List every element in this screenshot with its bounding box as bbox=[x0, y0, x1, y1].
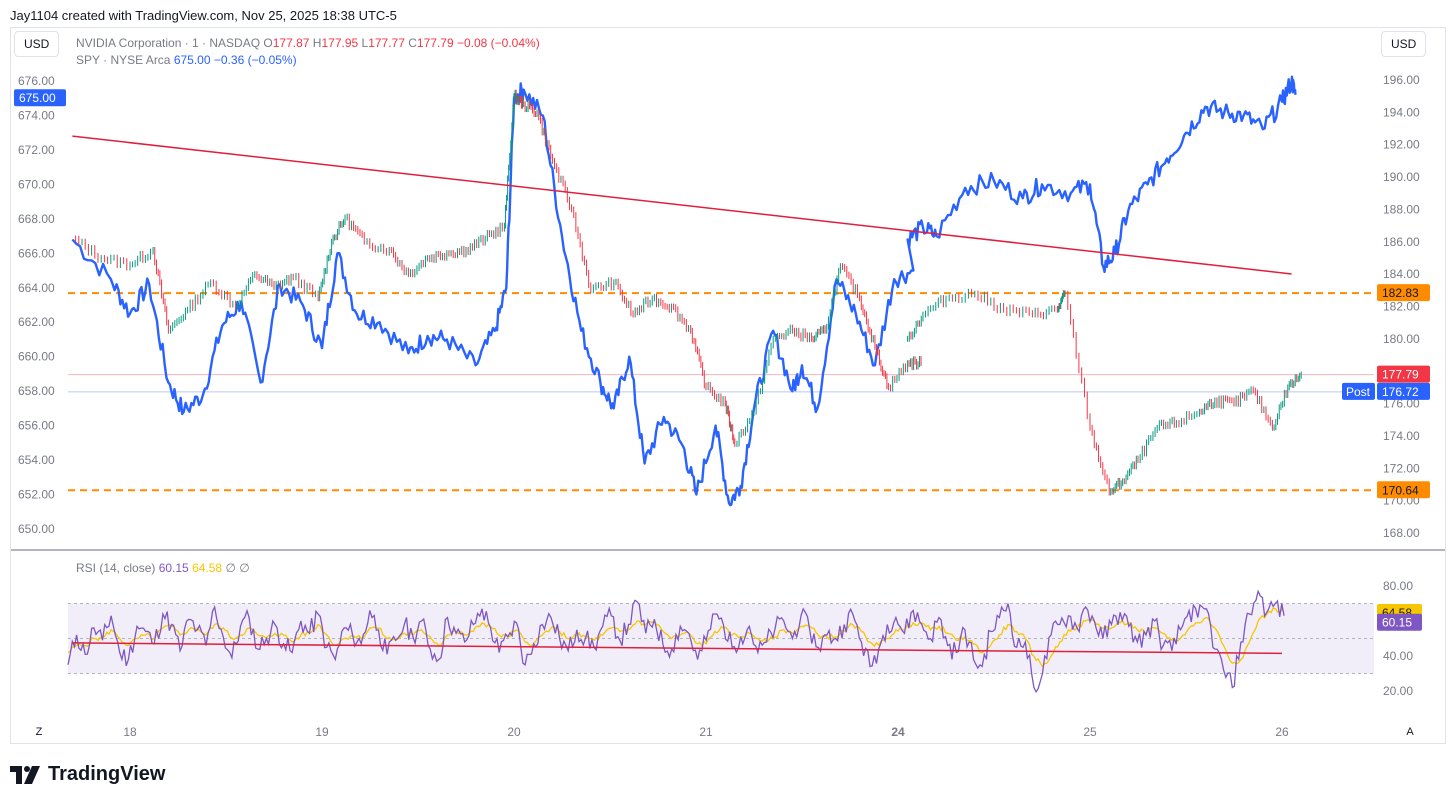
brand-name: TradingView bbox=[48, 763, 166, 785]
left-axis-tick: 672.00 bbox=[18, 143, 55, 157]
nvda-high-label: H bbox=[312, 36, 322, 50]
auto-scale-button[interactable]: A bbox=[1406, 726, 1414, 738]
left-axis-tick: 654.00 bbox=[18, 453, 55, 467]
level-tag-1: 170.64 bbox=[1382, 483, 1419, 497]
x-axis-tick: 20 bbox=[507, 725, 521, 739]
x-axis-tick: 18 bbox=[123, 725, 137, 739]
rsi-tag: 60.15 bbox=[1382, 616, 1412, 630]
spy-change: −0.36 (−0.05%) bbox=[213, 53, 297, 67]
spy-symbol-name: SPY · NYSE Arca bbox=[76, 53, 171, 67]
right-axis-tick: 188.00 bbox=[1383, 202, 1420, 216]
rsi-value: 60.15 bbox=[158, 561, 189, 575]
right-axis-tick: 190.00 bbox=[1383, 170, 1420, 184]
left-axis-tick: 664.00 bbox=[18, 281, 55, 295]
nvda-last-tag-bg bbox=[1377, 365, 1430, 383]
nvda-low-value: 177.77 bbox=[368, 36, 405, 50]
right-axis-tick: 192.00 bbox=[1383, 138, 1420, 152]
level-tag-0: 182.83 bbox=[1382, 286, 1419, 300]
rsi-trendline bbox=[72, 642, 1283, 655]
right-axis-tick: 174.00 bbox=[1383, 429, 1420, 443]
nvda-symbol-name: NVIDIA Corporation · 1 · NASDAQ bbox=[76, 36, 261, 50]
left-axis-tick: 676.00 bbox=[18, 74, 55, 88]
nvda-post-tag-bg bbox=[1377, 382, 1430, 400]
level-tag-0-bg bbox=[1377, 284, 1430, 302]
rsi-legend[interactable]: RSI (14, close) 60.15 64.58 ∅ ∅ bbox=[76, 561, 250, 575]
x-axis-tick: 19 bbox=[315, 725, 329, 739]
right-axis-tick: 180.00 bbox=[1383, 332, 1420, 346]
attribution: Jay1104 created with TradingView.com, No… bbox=[10, 8, 397, 23]
right-axis-tick: 182.00 bbox=[1383, 300, 1420, 314]
chart-frame bbox=[10, 27, 1446, 744]
right-axis-tick: 184.00 bbox=[1383, 267, 1420, 281]
left-axis-tick: 668.00 bbox=[18, 212, 55, 226]
right-axis-tick: 176.00 bbox=[1383, 397, 1420, 411]
spy-legend[interactable]: SPY · NYSE Arca 675.00 −0.36 (−0.05%) bbox=[76, 53, 297, 67]
left-currency-button[interactable]: USD bbox=[14, 31, 60, 57]
rsi-axis-tick: 80.00 bbox=[1383, 579, 1413, 593]
right-axis-tick: 186.00 bbox=[1383, 235, 1420, 249]
left-axis-tick: 662.00 bbox=[18, 315, 55, 329]
nvda-legend[interactable]: NVIDIA Corporation · 1 · NASDAQ O177.87 … bbox=[76, 36, 540, 50]
left-axis-tick: 652.00 bbox=[18, 488, 55, 502]
right-axis-tick: 194.00 bbox=[1383, 105, 1420, 119]
nvda-high-value: 177.95 bbox=[321, 36, 359, 50]
z-button[interactable]: Z bbox=[36, 726, 43, 738]
tradingview-logo-icon bbox=[10, 765, 40, 784]
nvda-post-tag: 176.72 bbox=[1382, 385, 1419, 399]
level-tag-1-bg bbox=[1377, 481, 1430, 499]
right-axis-tick: 172.00 bbox=[1383, 461, 1420, 475]
post-badge-bg bbox=[1342, 382, 1375, 400]
nvda-close-label: C bbox=[408, 36, 417, 50]
rsi-axis-tick: 40.00 bbox=[1383, 649, 1413, 663]
left-axis-tick: 674.00 bbox=[18, 108, 55, 122]
spy-line bbox=[71, 75, 1297, 507]
nvda-low-label: L bbox=[361, 36, 369, 50]
rsi-tag-bg bbox=[1377, 613, 1422, 631]
x-axis-tick: 21 bbox=[699, 725, 713, 739]
nvda-open-value: 177.87 bbox=[272, 36, 310, 50]
post-badge: Post bbox=[1346, 385, 1371, 399]
left-axis-tick: 656.00 bbox=[18, 419, 55, 433]
spy-price-tag-bg bbox=[14, 89, 66, 107]
rsi-indicator-name: RSI (14, close) bbox=[76, 561, 156, 575]
spy-price: 675.00 bbox=[173, 53, 211, 67]
right-currency-button[interactable]: USD bbox=[1381, 31, 1427, 57]
left-axis-tick: 670.00 bbox=[18, 177, 55, 191]
main-pane bbox=[68, 75, 1374, 507]
rsi-pane bbox=[67, 589, 1374, 694]
nvda-last-tag: 177.79 bbox=[1382, 368, 1419, 382]
left-axis-tick: 650.00 bbox=[18, 522, 55, 536]
x-axis-tick: 25 bbox=[1083, 725, 1097, 739]
rsi-axis-tick: 20.00 bbox=[1383, 684, 1413, 698]
nvda-close-value: 177.79 bbox=[416, 36, 454, 50]
main-trendline bbox=[72, 135, 1292, 275]
x-axis-tick: 24 bbox=[891, 725, 905, 739]
rsi-line bbox=[67, 589, 1285, 694]
nvda-change: −0.08 (−0.04%) bbox=[456, 36, 540, 50]
left-axis-tick: 660.00 bbox=[18, 350, 55, 364]
price-tags: 675.00182.83170.64177.79176.72Post64.586… bbox=[14, 89, 1430, 631]
left-axis-tick: 658.00 bbox=[18, 384, 55, 398]
tradingview-logo[interactable]: TradingView bbox=[10, 763, 165, 786]
rsi-extra-2: ∅ bbox=[239, 561, 250, 575]
left-axis-tick: 666.00 bbox=[18, 246, 55, 260]
rsi-ma-value: 64.58 bbox=[192, 561, 223, 575]
right-axis-tick: 168.00 bbox=[1383, 526, 1420, 540]
spy-price-tag: 675.00 bbox=[19, 91, 56, 105]
nvda-open-label: O bbox=[263, 36, 273, 50]
rsi-extra-1: ∅ bbox=[225, 561, 236, 575]
nvda-candles bbox=[75, 89, 1302, 496]
right-axis-tick: 196.00 bbox=[1383, 73, 1420, 87]
x-axis-tick: 26 bbox=[1275, 725, 1289, 739]
